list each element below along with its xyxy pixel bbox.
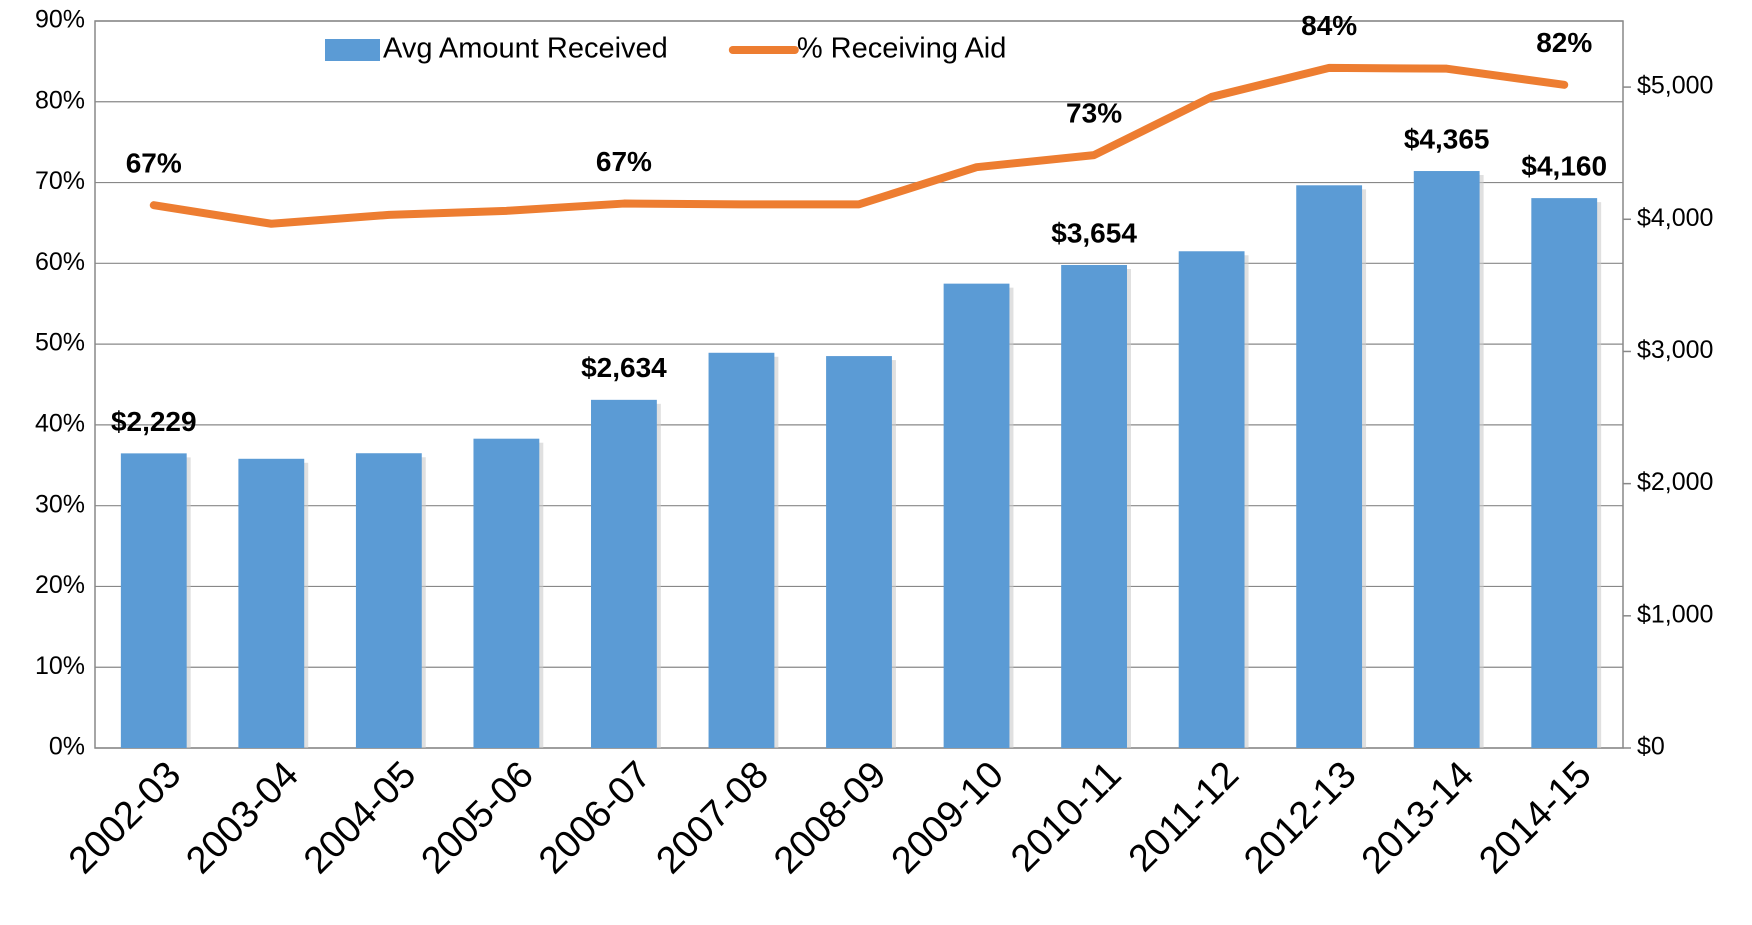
x-tick-label: 2014-15 (1471, 754, 1599, 882)
x-tick-label: 2013-14 (1354, 754, 1482, 882)
bar (238, 458, 305, 748)
bar (1531, 198, 1598, 748)
x-tick-label: 2004-05 (296, 754, 424, 882)
y-tick-label: 70% (35, 167, 85, 195)
y-tick-label: 20% (35, 571, 85, 599)
bar (473, 438, 540, 748)
y-tick-label: 0% (49, 733, 85, 761)
legend-label: % Receiving Aid (797, 33, 1007, 65)
bar (120, 453, 187, 748)
x-tick-label: 2009-10 (884, 754, 1012, 882)
bar (708, 352, 775, 748)
y-tick-label: 90% (35, 6, 85, 34)
line (149, 63, 1569, 228)
y2-tick-label: $1,000 (1637, 600, 1713, 628)
x-tick-label: 2002-03 (61, 754, 189, 882)
x-tick-label: 2010-11 (1003, 754, 1129, 880)
y-tick-label: 30% (35, 490, 85, 518)
data-label: 73% (1066, 97, 1122, 128)
y-tick-label: 40% (35, 409, 85, 437)
y-tick-label: 60% (35, 248, 85, 276)
x-tick-label: 2012-13 (1236, 754, 1364, 882)
data-label: $4,365 (1404, 123, 1490, 154)
y-tick-label: 10% (35, 652, 85, 680)
data-label: $4,160 (1521, 151, 1607, 182)
x-tick-label: 2008-09 (766, 754, 894, 882)
data-label: 84% (1301, 10, 1357, 41)
x-tick-label: 2007-08 (649, 754, 777, 882)
bar (1061, 265, 1127, 748)
y-tick-label: 50% (35, 329, 85, 357)
data-label: $3,654 (1051, 217, 1137, 248)
y2-tick-label: $0 (1637, 733, 1665, 761)
x-tick-label: 2011-12 (1121, 754, 1247, 880)
bar (591, 399, 657, 748)
data-label: $2,229 (111, 406, 197, 437)
y2-tick-label: $5,000 (1637, 72, 1713, 100)
x-tick-label: 2005-06 (414, 754, 542, 882)
legend-swatch (325, 39, 380, 61)
bar (355, 453, 422, 748)
x-tick-label: 2006-07 (531, 754, 659, 882)
data-label: 67% (596, 146, 652, 177)
y-tick-label: 80% (35, 86, 85, 114)
bar (943, 283, 1010, 748)
bar (1413, 171, 1480, 748)
data-label: $2,634 (581, 352, 667, 383)
x-tick-label: 2003-04 (178, 754, 306, 882)
bar (1178, 251, 1245, 748)
data-label: 67% (126, 148, 182, 179)
y2-tick-label: $2,000 (1637, 468, 1713, 496)
bar (826, 356, 892, 748)
y2-tick-label: $4,000 (1637, 204, 1713, 232)
data-label: 82% (1536, 27, 1592, 58)
y2-tick-label: $3,000 (1637, 336, 1713, 364)
bar (1296, 185, 1363, 748)
legend-label: Avg Amount Received (383, 33, 668, 65)
